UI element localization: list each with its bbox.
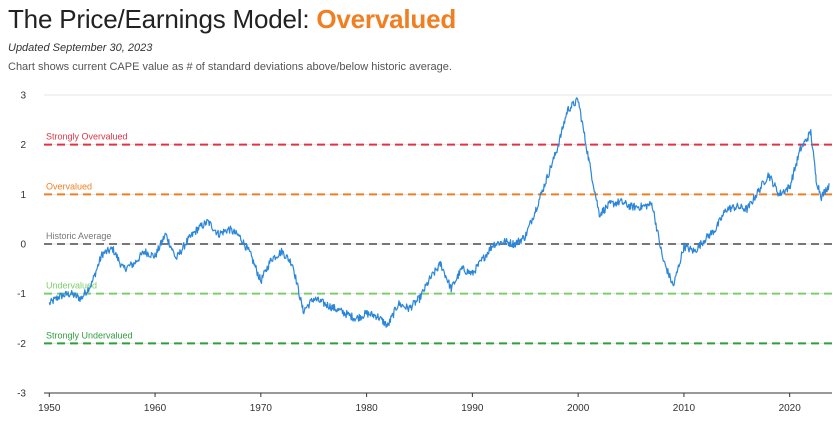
series-group bbox=[48, 97, 830, 328]
ref-label-undervalued: Undervalued bbox=[46, 281, 97, 291]
x-tick-label: 1980 bbox=[355, 403, 378, 414]
y-axis-ticks: 3 2 1 0 -1 -2 -3 bbox=[17, 91, 26, 400]
y-tick-label: -3 bbox=[17, 389, 26, 400]
reference-lines: Strongly Overvalued Overvalued Historic Av… bbox=[44, 132, 832, 345]
y-tick-label: 3 bbox=[20, 91, 26, 102]
ref-label-strongly-overvalued: Strongly Overvalued bbox=[46, 132, 128, 142]
ref-label-historic-average: Historic Average bbox=[46, 231, 111, 241]
x-tick-label: 1950 bbox=[38, 403, 61, 414]
y-tick-label: -2 bbox=[17, 339, 26, 350]
x-tick-label: 2020 bbox=[779, 403, 802, 414]
y-tick-label: 1 bbox=[20, 190, 26, 201]
y-tick-label: 2 bbox=[20, 140, 26, 151]
y-tick-label: -1 bbox=[17, 289, 26, 300]
title-prefix: The Price/Earnings Model: bbox=[8, 4, 317, 34]
chart-subtitle: Chart shows current CAPE value as # of s… bbox=[8, 61, 452, 73]
x-tick-label: 2000 bbox=[567, 403, 590, 414]
x-tick-label: 1960 bbox=[144, 403, 167, 414]
x-tick-label: 2010 bbox=[673, 403, 696, 414]
x-axis-ticks: 1950 1960 1970 1980 1990 2000 2010 2020 bbox=[38, 393, 801, 414]
verdict-label: Overvalued bbox=[316, 4, 457, 34]
y-tick-label: 0 bbox=[20, 240, 26, 251]
ref-label-overvalued: Overvalued bbox=[46, 181, 92, 191]
ref-label-strongly-undervalued: Strongly Undervalued bbox=[46, 330, 133, 340]
page-title: The Price/Earnings Model: Overvalued bbox=[8, 4, 456, 35]
x-tick-label: 1990 bbox=[461, 403, 484, 414]
updated-date: Updated September 30, 2023 bbox=[8, 42, 153, 54]
cape-series-line bbox=[48, 97, 830, 328]
x-tick-label: 1970 bbox=[250, 403, 273, 414]
